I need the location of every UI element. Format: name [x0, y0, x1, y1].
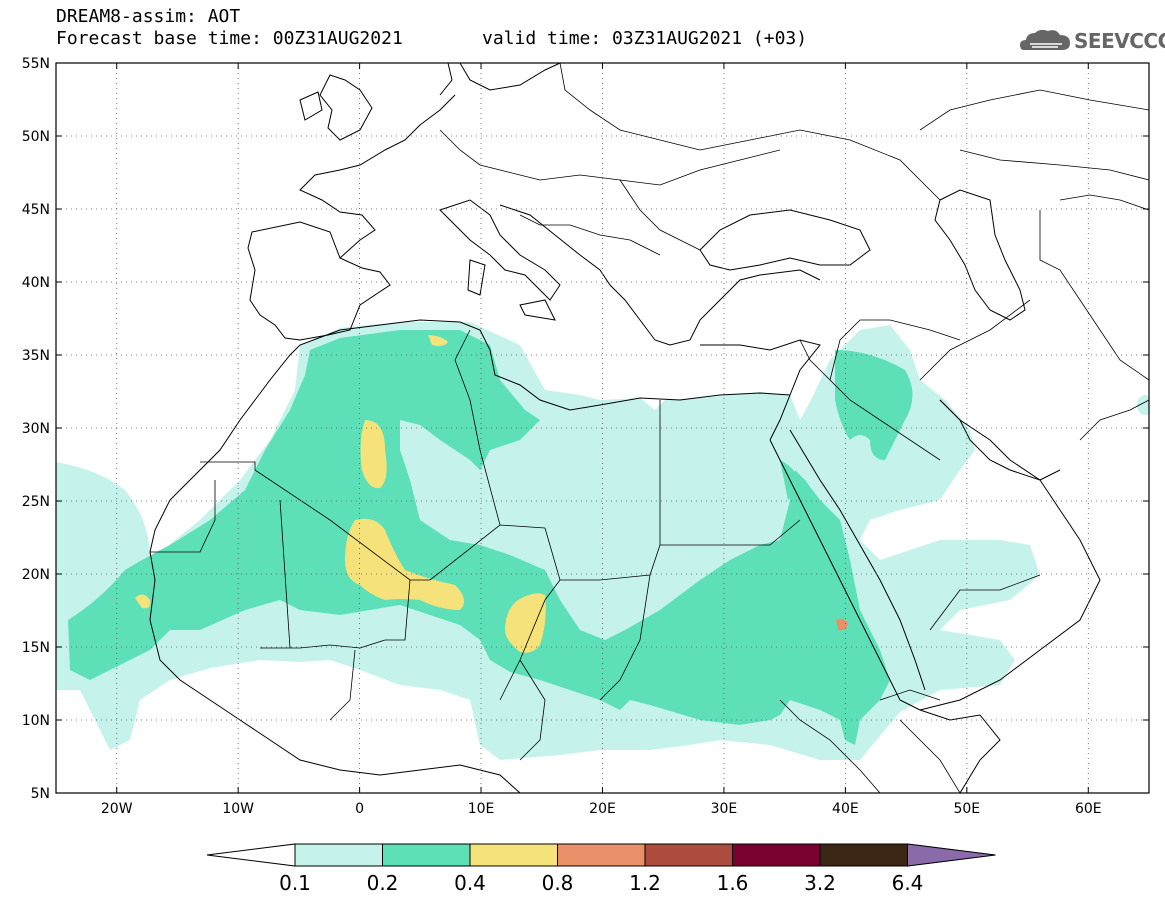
legend-box — [557, 843, 646, 867]
legend-arrow-high — [907, 843, 996, 867]
aot-band-0.4 — [135, 335, 546, 653]
legend-box — [819, 843, 908, 867]
lat-label: 10N — [22, 713, 50, 729]
legend-box — [469, 843, 558, 867]
coastlines — [149, 63, 1101, 793]
lon-label: 20E — [589, 801, 616, 817]
legend-threshold-label: 3.2 — [804, 871, 836, 895]
legend-threshold-label: 0.1 — [279, 871, 311, 895]
lon-label: 60E — [1075, 801, 1102, 817]
lon-label: 30E — [711, 801, 738, 817]
logo-text: SEEVCCC — [1074, 29, 1165, 53]
valid-time-label: valid time: 03Z31AUG2021 (+03) — [482, 28, 808, 49]
chart-title: DREAM8-assim: AOT — [56, 6, 241, 27]
lat-label: 50N — [22, 129, 50, 145]
lon-label: 50E — [953, 801, 980, 817]
legend-threshold-label: 0.2 — [367, 871, 399, 895]
lon-label: 40E — [832, 801, 859, 817]
lon-label: 10E — [468, 801, 495, 817]
legend-box — [644, 843, 733, 867]
aot-band-0.8 — [836, 618, 848, 631]
longitude-labels: 20W 10W 0 10E 20E 30E 40E 50E 60E — [101, 801, 1102, 817]
graticule — [56, 63, 1149, 793]
legend-box — [294, 843, 383, 867]
lon-label: 20W — [101, 801, 133, 817]
country-borders — [150, 63, 1149, 793]
legend-threshold-label: 0.4 — [454, 871, 486, 895]
lat-label: 40N — [22, 275, 50, 291]
lat-label: 5N — [31, 786, 50, 802]
legend-arrow-low — [206, 843, 296, 867]
base-time-label: Forecast base time: 00Z31AUG2021 — [56, 28, 403, 49]
cloud-icon — [1020, 29, 1070, 50]
lat-label: 30N — [22, 421, 50, 437]
aot-fields — [56, 63, 1149, 793]
legend-threshold-label: 1.2 — [629, 871, 661, 895]
legend-threshold-label: 0.8 — [542, 871, 574, 895]
legend-box — [732, 843, 821, 867]
lat-label: 55N — [22, 56, 50, 72]
lat-label: 15N — [22, 640, 50, 656]
lat-label: 25N — [22, 494, 50, 510]
legend-box — [382, 843, 471, 867]
lat-label: 45N — [22, 202, 50, 218]
seevccc-logo: SEEVCCC — [1018, 24, 1165, 58]
legend-threshold-label: 6.4 — [892, 871, 924, 895]
legend-color-boxes — [206, 843, 996, 867]
axis-ticks — [56, 62, 1149, 794]
lon-label: 10W — [222, 801, 254, 817]
latitude-labels: 55N 50N 45N 40N 35N 30N 25N 20N 15N 10N 5N — [22, 56, 50, 802]
lat-label: 20N — [22, 567, 50, 583]
lat-label: 35N — [22, 348, 50, 364]
legend-labels: 0.1 0.2 0.4 0.8 1.2 1.6 3.2 6.4 — [279, 871, 923, 895]
lon-label: 0 — [355, 801, 364, 817]
legend-threshold-label: 1.6 — [717, 871, 749, 895]
